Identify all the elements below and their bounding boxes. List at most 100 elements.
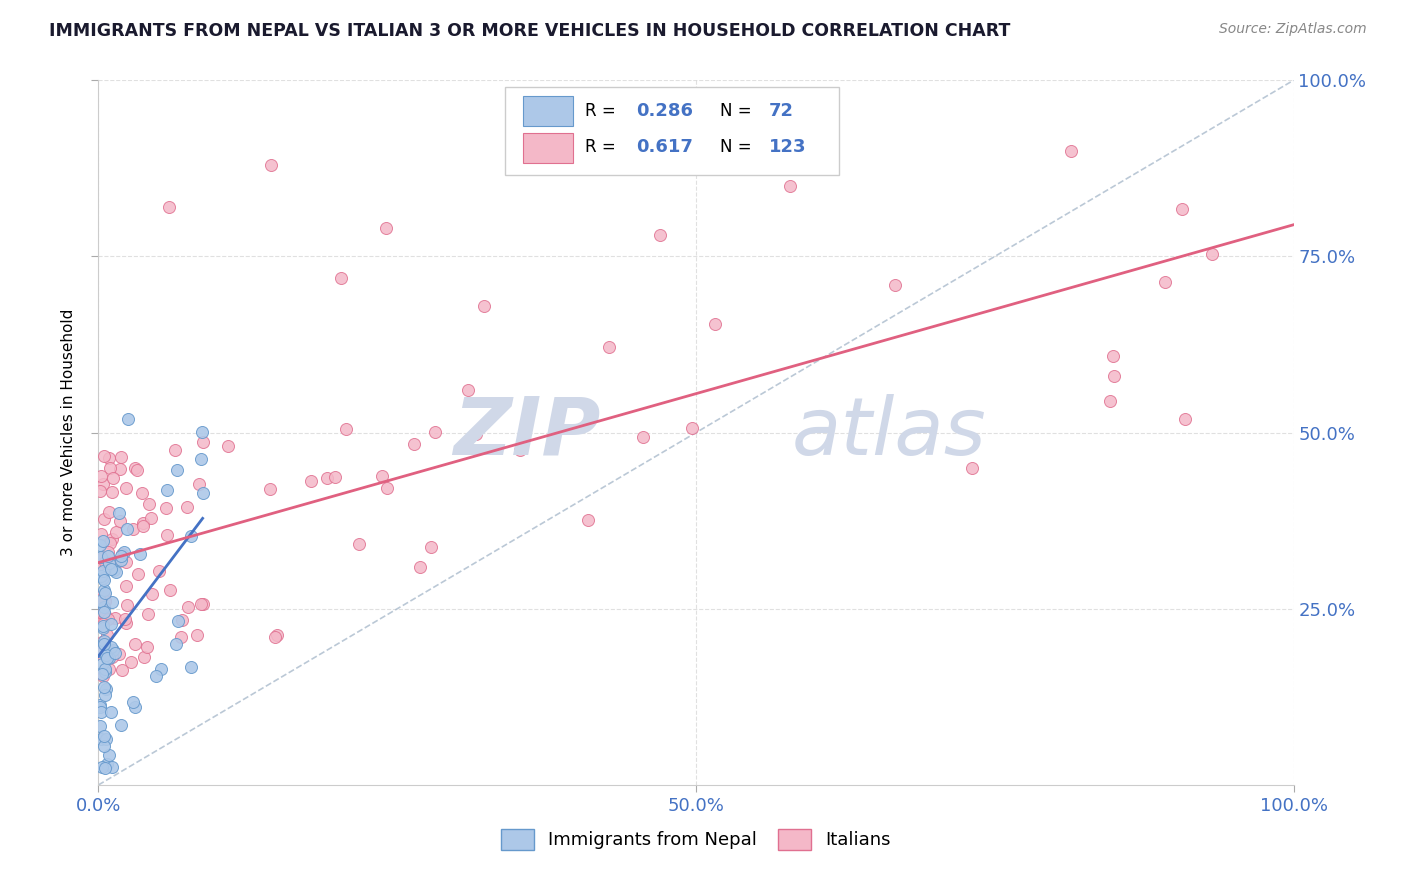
Point bbox=[145, 669, 167, 683]
Text: R =: R = bbox=[585, 102, 621, 120]
Point bbox=[110, 549, 132, 563]
Point bbox=[114, 579, 136, 593]
Point bbox=[100, 595, 122, 609]
Point bbox=[1099, 393, 1122, 408]
Point bbox=[124, 461, 146, 475]
Point bbox=[94, 648, 117, 663]
Point bbox=[172, 613, 194, 627]
Text: Source: ZipAtlas.com: Source: ZipAtlas.com bbox=[1219, 22, 1367, 37]
Point bbox=[139, 511, 162, 525]
Point bbox=[329, 270, 352, 285]
Point bbox=[89, 557, 111, 571]
Point bbox=[93, 739, 115, 753]
Point bbox=[138, 497, 160, 511]
Point bbox=[370, 468, 392, 483]
Point bbox=[91, 533, 114, 548]
Point bbox=[135, 640, 157, 654]
Point bbox=[1174, 412, 1197, 426]
Point bbox=[576, 513, 599, 527]
Point bbox=[96, 651, 118, 665]
Point bbox=[263, 630, 285, 644]
Point bbox=[97, 612, 120, 626]
Point bbox=[98, 747, 121, 762]
Point bbox=[323, 470, 346, 484]
Point bbox=[375, 481, 398, 495]
Point bbox=[91, 667, 114, 681]
Point bbox=[120, 656, 142, 670]
Point bbox=[89, 596, 111, 610]
Point bbox=[457, 383, 479, 397]
Point bbox=[598, 340, 620, 354]
Point bbox=[93, 605, 115, 619]
Point bbox=[129, 547, 152, 561]
Point bbox=[100, 640, 122, 655]
Point bbox=[89, 644, 111, 658]
Point bbox=[163, 443, 186, 458]
Point bbox=[100, 561, 122, 575]
Point bbox=[90, 569, 112, 583]
Point bbox=[93, 574, 115, 588]
Point bbox=[93, 586, 115, 600]
Point bbox=[316, 471, 339, 485]
Point bbox=[90, 732, 112, 747]
Point bbox=[94, 761, 117, 775]
Point bbox=[94, 594, 117, 608]
Point bbox=[131, 486, 153, 500]
Point bbox=[90, 760, 112, 774]
Point bbox=[166, 463, 188, 477]
Point bbox=[104, 565, 127, 579]
Point bbox=[100, 705, 122, 719]
Point bbox=[121, 522, 143, 536]
Point bbox=[110, 717, 132, 731]
Point bbox=[1201, 246, 1223, 260]
Point bbox=[98, 450, 121, 465]
Point bbox=[105, 555, 128, 569]
Point bbox=[217, 439, 239, 453]
Point bbox=[91, 621, 114, 635]
Point bbox=[108, 462, 131, 476]
Point bbox=[89, 617, 111, 632]
Point bbox=[884, 278, 907, 293]
Point bbox=[97, 549, 120, 564]
Legend: Immigrants from Nepal, Italians: Immigrants from Nepal, Italians bbox=[494, 822, 898, 857]
Point bbox=[97, 661, 120, 675]
Point bbox=[190, 425, 212, 440]
Point bbox=[156, 528, 179, 542]
Point bbox=[1060, 144, 1083, 158]
Point bbox=[111, 663, 134, 677]
Point bbox=[159, 582, 181, 597]
Point bbox=[90, 705, 112, 719]
Point bbox=[111, 547, 134, 561]
Point bbox=[89, 698, 111, 713]
Point bbox=[89, 538, 111, 552]
Point bbox=[167, 615, 190, 629]
Point bbox=[90, 469, 112, 483]
Point bbox=[89, 639, 111, 653]
Point bbox=[409, 560, 432, 574]
Point bbox=[124, 636, 146, 650]
Point bbox=[335, 422, 357, 436]
Point bbox=[94, 594, 117, 608]
Point bbox=[108, 506, 131, 520]
Point bbox=[465, 427, 488, 442]
Point bbox=[100, 484, 122, 499]
Point bbox=[114, 612, 136, 626]
Point bbox=[104, 611, 127, 625]
Point bbox=[89, 483, 111, 498]
Point bbox=[98, 536, 121, 550]
Point bbox=[191, 434, 214, 449]
Point bbox=[89, 594, 111, 608]
Point bbox=[170, 630, 193, 644]
Point bbox=[108, 647, 131, 661]
Point bbox=[93, 633, 115, 648]
Text: IMMIGRANTS FROM NEPAL VS ITALIAN 3 OR MORE VEHICLES IN HOUSEHOLD CORRELATION CHA: IMMIGRANTS FROM NEPAL VS ITALIAN 3 OR MO… bbox=[49, 22, 1011, 40]
Point bbox=[155, 500, 177, 515]
Point bbox=[104, 646, 127, 660]
Text: ZIP: ZIP bbox=[453, 393, 600, 472]
Point bbox=[94, 665, 117, 679]
Point bbox=[94, 553, 117, 567]
Point bbox=[186, 628, 208, 642]
Point bbox=[90, 589, 112, 603]
Point bbox=[103, 563, 125, 577]
Point bbox=[93, 669, 115, 683]
